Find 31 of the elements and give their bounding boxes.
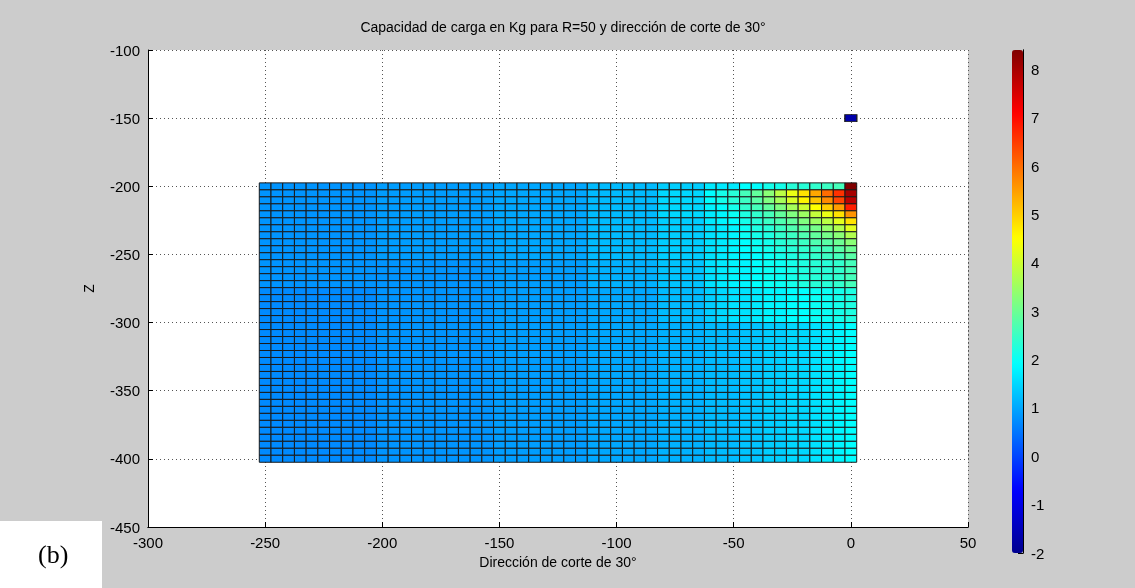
color-bar-label: 4	[1031, 254, 1040, 272]
color-bar-label: -1	[1031, 496, 1045, 514]
x-tick-label: -250	[250, 534, 281, 551]
x-tick-label: 50	[959, 534, 977, 551]
color-bar-label: 8	[1031, 60, 1040, 78]
y-tick-label: -400	[109, 450, 140, 468]
text: (b)	[0, 521, 102, 588]
y-tick-label: -450	[109, 518, 140, 536]
x-tick-label: -300	[132, 534, 164, 551]
y-tick-label: -200	[109, 177, 140, 195]
color-bar-label: 0	[1031, 447, 1040, 465]
y-tick-label: -300	[109, 314, 140, 332]
color-bar-label: 5	[1031, 205, 1040, 223]
x-tick-label: -200	[367, 534, 398, 551]
color-bar-label: 1	[1031, 399, 1040, 417]
x-tick-label: -50	[722, 534, 745, 551]
x-axis-title: Dirección de corte de 30°	[479, 554, 637, 570]
color-bar-label: 7	[1031, 109, 1040, 127]
color-bar-label: 3	[1031, 302, 1040, 320]
x-tick-label: 0	[846, 534, 856, 551]
color-bar-label: 2	[1031, 351, 1040, 369]
color-bar-label: -2	[1031, 544, 1045, 562]
y-axis-title: Z	[81, 283, 97, 293]
y-tick-label: -350	[109, 382, 140, 400]
y-tick-label: -150	[109, 109, 140, 127]
x-tick-label: -150	[484, 534, 515, 551]
x-tick-label: -100	[601, 534, 632, 551]
y-tick-label: -250	[109, 245, 140, 263]
color-bar-label: 6	[1031, 157, 1040, 175]
y-tick-label: -100	[109, 41, 140, 59]
chart-title: Capacidad de carga en Kg para R=50 y dirección de corte de 30°	[360, 19, 766, 35]
